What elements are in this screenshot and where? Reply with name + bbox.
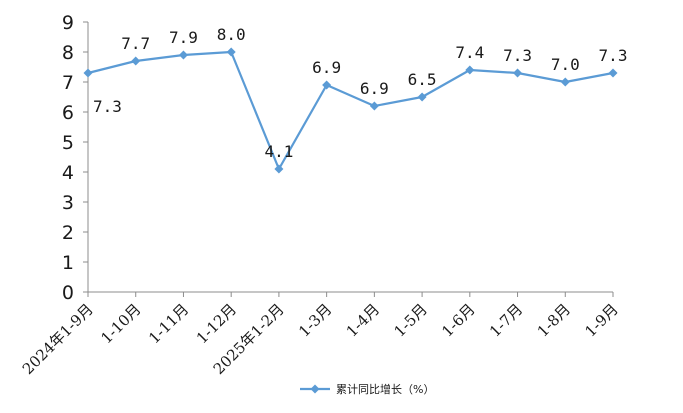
x-tick-label: 1-11月 [145,300,192,347]
data-point-marker [417,92,427,102]
data-point-marker [608,68,618,78]
data-point-marker [178,50,188,60]
x-tick-label: 1-10月 [97,300,144,347]
data-label: 7.3 [93,97,122,116]
x-tick-label: 2024年1-9月 [19,300,97,378]
y-tick-label: 8 [62,42,74,64]
data-point-marker [131,56,141,66]
data-label: 6.9 [312,58,341,77]
legend-marker [310,384,320,394]
y-tick-label: 5 [62,132,74,154]
data-point-marker [369,101,379,111]
x-tick-label: 1-12月 [193,300,240,347]
data-label: 6.5 [408,70,437,89]
data-point-marker [513,68,523,78]
data-label: 8.0 [217,25,246,44]
data-point-marker [83,68,93,78]
data-point-marker [560,77,570,87]
data-label: 7.4 [455,43,484,62]
data-point-marker [465,65,475,75]
y-tick-label: 1 [62,252,74,274]
data-label: 6.9 [360,79,389,98]
data-point-marker [226,47,236,57]
x-tick-label: 1-5月 [391,300,431,340]
y-tick-label: 6 [62,102,74,124]
x-tick-label: 1-8月 [534,300,574,340]
y-tick-label: 2 [62,222,74,244]
x-tick-label: 1-4月 [343,300,383,340]
series-line [87,50,614,171]
data-label: 7.3 [503,46,532,65]
x-tick-label: 1-9月 [581,300,621,340]
data-label: 7.3 [599,46,628,65]
x-tick-label: 1-6月 [438,300,478,340]
x-tick-label: 1-3月 [295,300,335,340]
data-label: 7.7 [121,34,150,53]
data-label: 4.1 [264,142,293,161]
y-tick-label: 0 [62,282,74,304]
data-point-marker [322,80,332,90]
data-point-marker [274,164,284,174]
legend-label: 累计同比增长（%） [336,382,434,396]
y-tick-label: 7 [62,72,74,94]
x-tick-label: 1-7月 [486,300,526,340]
data-label: 7.9 [169,28,198,47]
y-tick-label: 4 [62,162,74,184]
data-label: 7.0 [551,55,580,74]
y-tick-label: 3 [62,192,74,214]
y-tick-label: 9 [62,12,74,34]
